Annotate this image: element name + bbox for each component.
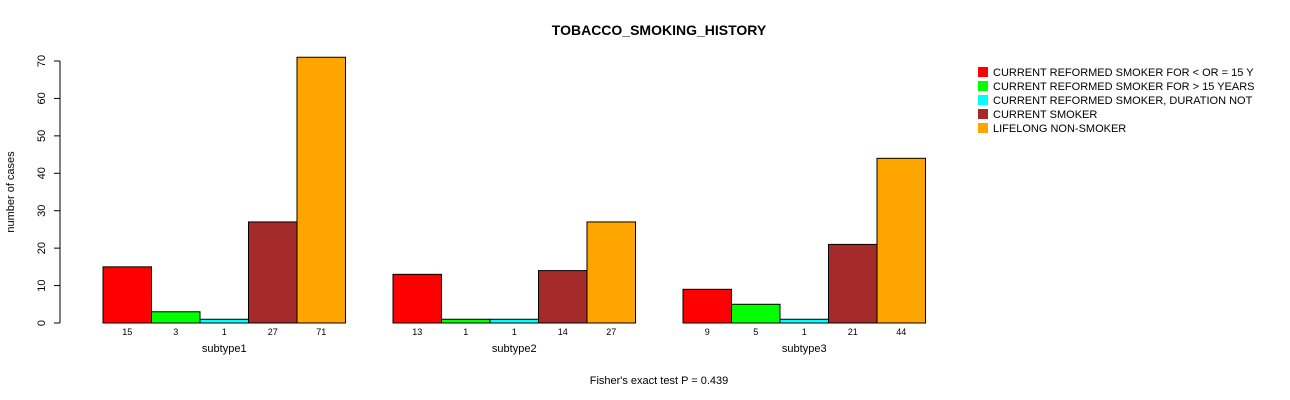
legend: CURRENT REFORMED SMOKER FOR < OR = 15 Y C… xyxy=(978,67,1255,135)
y-tick-label: 60 xyxy=(36,92,48,104)
bar xyxy=(538,270,588,324)
bars-group xyxy=(102,56,926,324)
bar-value-label: 13 xyxy=(412,327,422,337)
category-labels: subtype1 subtype2 subtype3 xyxy=(202,343,827,355)
bar xyxy=(441,318,491,324)
bar xyxy=(199,318,249,324)
legend-entry: CURRENT SMOKER xyxy=(993,109,1097,121)
legend-swatch xyxy=(978,95,988,105)
legend-entry: CURRENT REFORMED SMOKER FOR < OR = 15 Y xyxy=(993,67,1254,79)
bar xyxy=(392,273,442,324)
bar-value-label: 1 xyxy=(802,327,807,337)
bar xyxy=(151,311,201,324)
legend-entry: CURRENT REFORMED SMOKER, DURATION NOT xyxy=(993,95,1253,107)
legend-entry: LIFELONG NON-SMOKER xyxy=(993,123,1126,135)
bar-value-label: 44 xyxy=(896,327,906,337)
bar xyxy=(586,221,636,324)
bar-value-label: 5 xyxy=(753,327,758,337)
bar xyxy=(248,221,298,324)
bar-value-label: 71 xyxy=(316,327,326,337)
bar-value-labels: 15 3 1 27 71 13 1 1 14 27 9 5 1 21 44 xyxy=(122,327,906,337)
bar-value-label: 21 xyxy=(848,327,858,337)
category-label: subtype3 xyxy=(782,343,827,355)
chart-title: TOBACCO_SMOKING_HISTORY xyxy=(552,22,767,38)
legend-swatch xyxy=(978,67,988,77)
category-label: subtype1 xyxy=(202,343,247,355)
legend-swatch xyxy=(978,81,988,91)
bar xyxy=(731,303,781,324)
bar xyxy=(296,56,346,324)
y-tick-label: 0 xyxy=(36,320,48,326)
bar-value-label: 1 xyxy=(463,327,468,337)
y-tick-label: 20 xyxy=(36,242,48,254)
bar xyxy=(828,243,878,324)
bar xyxy=(682,288,732,324)
category-label: subtype2 xyxy=(492,343,537,355)
bar-value-label: 1 xyxy=(222,327,227,337)
bar-value-label: 3 xyxy=(173,327,178,337)
bar xyxy=(876,157,926,324)
bar-value-label: 27 xyxy=(268,327,278,337)
bar-value-label: 15 xyxy=(122,327,132,337)
y-axis-label: number of cases xyxy=(5,151,17,233)
legend-entry: CURRENT REFORMED SMOKER FOR > 15 YEARS xyxy=(993,81,1255,93)
bar xyxy=(489,318,539,324)
legend-swatch xyxy=(978,123,988,133)
legend-swatch xyxy=(978,109,988,119)
bar-value-label: 27 xyxy=(606,327,616,337)
bar xyxy=(102,266,152,324)
y-axis: 0 10 20 30 40 50 60 70 xyxy=(36,55,61,326)
bar-value-label: 1 xyxy=(512,327,517,337)
y-tick-label: 10 xyxy=(36,279,48,291)
bar-value-label: 9 xyxy=(705,327,710,337)
bar xyxy=(779,318,829,324)
y-tick-label: 30 xyxy=(36,205,48,217)
y-tick-label: 50 xyxy=(36,130,48,142)
bar-value-label: 14 xyxy=(558,327,568,337)
y-tick-label: 40 xyxy=(36,167,48,179)
fisher-test-footnote: Fisher's exact test P = 0.439 xyxy=(590,375,729,387)
y-tick-label: 70 xyxy=(36,55,48,67)
